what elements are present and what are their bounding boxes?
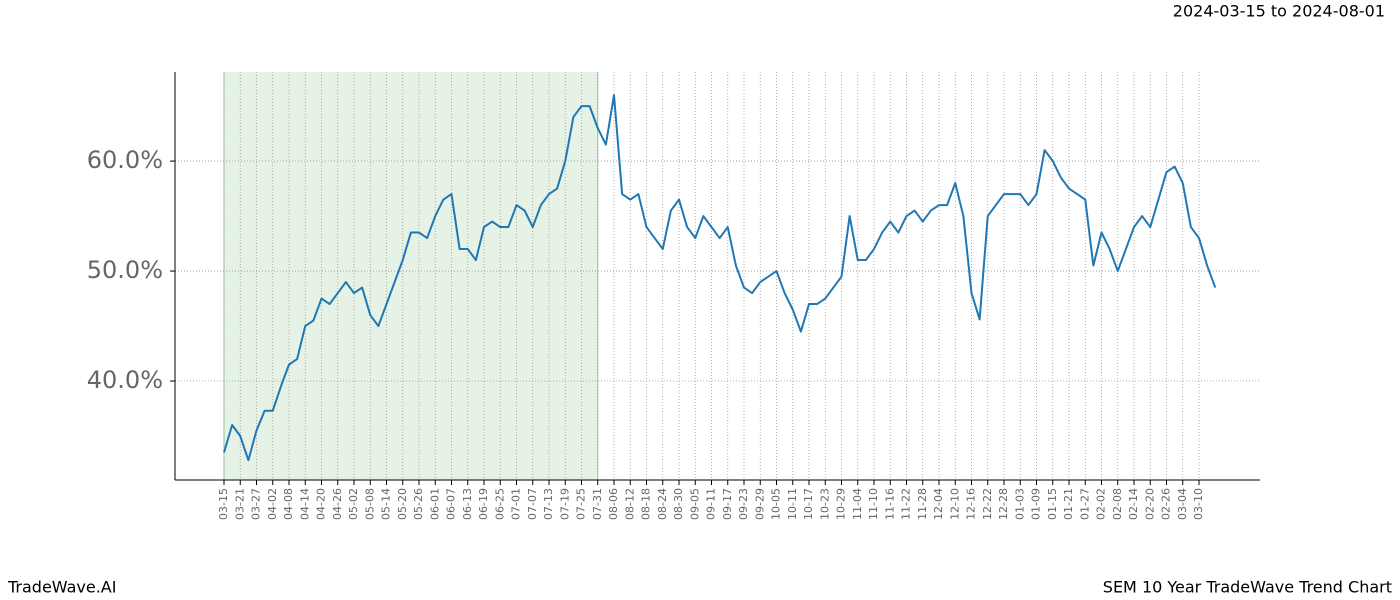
x-tick-label: 09-17 (721, 488, 734, 520)
x-tick-label: 08-06 (607, 488, 620, 520)
x-tick-label: 02-08 (1111, 488, 1124, 520)
y-tick-label: 60.0% (87, 146, 163, 174)
x-tick-label: 08-30 (672, 488, 685, 520)
x-tick-label: 05-14 (380, 488, 393, 520)
x-tick-label: 09-05 (688, 488, 701, 520)
x-tick-label: 07-07 (526, 488, 539, 520)
x-tick-label: 12-16 (965, 488, 978, 520)
x-tick-label: 11-28 (916, 488, 929, 520)
x-tick-label: 01-09 (1030, 488, 1043, 520)
y-tick-label: 50.0% (87, 256, 163, 284)
x-tick-label: 11-22 (900, 488, 913, 520)
x-tick-label: 09-11 (705, 488, 718, 520)
x-tick-label: 03-27 (250, 488, 263, 520)
x-tick-label: 07-01 (510, 488, 523, 520)
x-tick-label: 10-29 (835, 488, 848, 520)
x-tick-label: 02-20 (1143, 488, 1156, 520)
x-tick-label: 04-08 (282, 488, 295, 520)
x-tick-label: 07-31 (591, 488, 604, 520)
x-tick-label: 03-10 (1192, 488, 1205, 520)
x-tick-label: 02-26 (1160, 488, 1173, 520)
x-tick-label: 04-02 (266, 488, 279, 520)
x-tick-label: 04-20 (315, 488, 328, 520)
x-tick-label: 01-21 (1062, 488, 1075, 520)
x-tick-label: 07-13 (542, 488, 555, 520)
x-tick-label: 06-25 (493, 488, 506, 520)
x-tick-label: 02-02 (1095, 488, 1108, 520)
x-tick-label: 12-04 (932, 488, 945, 520)
x-tick-label: 06-13 (461, 488, 474, 520)
x-tick-label: 11-10 (867, 488, 880, 520)
x-tick-label: 06-07 (445, 488, 458, 520)
footer-left: TradeWave.AI (7, 578, 116, 597)
x-tick-label: 11-16 (883, 488, 896, 520)
x-tick-label: 08-12 (623, 488, 636, 520)
footer-right: SEM 10 Year TradeWave Trend Chart (1103, 578, 1392, 597)
x-tick-label: 12-10 (948, 488, 961, 520)
x-tick-label: 06-19 (477, 488, 490, 520)
x-tick-label: 03-15 (217, 488, 230, 520)
x-tick-label: 10-11 (786, 488, 799, 520)
x-tick-label: 07-25 (575, 488, 588, 520)
x-tick-label: 12-28 (997, 488, 1010, 520)
x-tick-label: 05-02 (347, 488, 360, 520)
x-tick-label: 03-21 (233, 488, 246, 520)
x-tick-label: 05-08 (363, 488, 376, 520)
x-tick-label: 01-27 (1078, 488, 1091, 520)
x-tick-label: 10-05 (770, 488, 783, 520)
x-tick-label: 04-14 (298, 488, 311, 520)
x-tick-label: 01-03 (1013, 488, 1026, 520)
x-tick-label: 09-23 (737, 488, 750, 520)
x-tick-label: 10-17 (802, 488, 815, 520)
y-tick-label: 40.0% (87, 366, 163, 394)
x-tick-label: 01-15 (1046, 488, 1059, 520)
x-tick-label: 04-26 (331, 488, 344, 520)
data-line (223, 94, 1217, 462)
x-tick-label: 02-14 (1127, 488, 1140, 520)
x-tick-label: 07-19 (558, 488, 571, 520)
x-tick-label: 05-20 (396, 488, 409, 520)
highlight-span (224, 72, 598, 480)
chart-subtitle: 2024-03-15 to 2024-08-01 (1173, 2, 1385, 21)
x-tick-label: 03-04 (1176, 488, 1189, 520)
x-tick-label: 05-26 (412, 488, 425, 520)
x-tick-label: 12-22 (981, 488, 994, 520)
x-tick-label: 10-23 (818, 488, 831, 520)
x-tick-label: 11-04 (851, 488, 864, 520)
x-tick-label: 09-29 (753, 488, 766, 520)
x-tick-label: 08-24 (656, 488, 669, 520)
x-tick-label: 06-01 (428, 488, 441, 520)
x-tick-label: 08-18 (640, 488, 653, 520)
